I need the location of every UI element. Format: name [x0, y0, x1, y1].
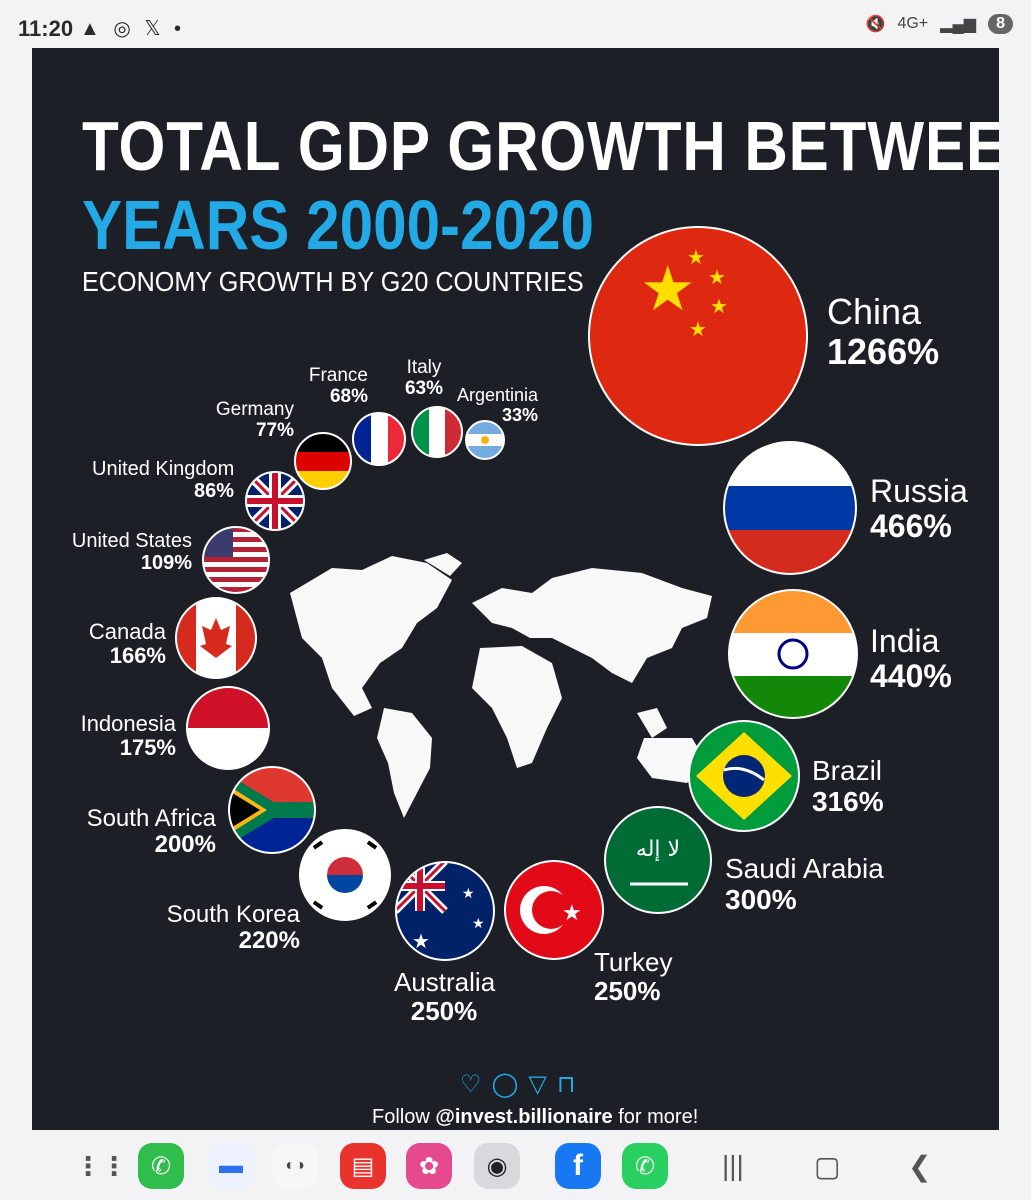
notes-app-icon[interactable]: ▤	[340, 1143, 386, 1189]
svg-text:★: ★	[640, 252, 696, 325]
label-india: India 440%	[870, 623, 952, 695]
gallery-app-icon[interactable]: ✿	[406, 1143, 452, 1189]
signal-bars-icon: ▂▄▆	[940, 16, 977, 33]
heart-icon: ♡	[460, 1071, 482, 1098]
infographic-image[interactable]: TOTAL GDP GROWTH BETWEEN YEARS 2000-2020…	[32, 48, 999, 1130]
label-brazil: Brazil 316%	[812, 755, 884, 817]
svg-text:★: ★	[687, 245, 705, 269]
camera-app-icon[interactable]: ◉	[474, 1143, 520, 1189]
label-italy: Italy 63%	[404, 357, 444, 399]
label-russia: Russia 466%	[870, 473, 968, 545]
label-argentinia: Argentinia 33%	[456, 385, 538, 425]
label-france: France 68%	[308, 365, 368, 407]
recent-apps-button[interactable]: |||	[722, 1150, 744, 1181]
status-time: 11:20	[18, 16, 74, 41]
label-united-kingdom: United Kingdom 86%	[92, 458, 235, 502]
label-indonesia: Indonesia 175%	[80, 711, 176, 761]
svg-text:★: ★	[472, 916, 485, 932]
flags-graphic: ★ ★ ★ ★ ★	[175, 226, 858, 961]
mute-icon: 🔇	[865, 16, 886, 33]
facebook-app-icon[interactable]: f	[555, 1143, 601, 1189]
svg-text:★: ★	[412, 929, 430, 953]
title-line-1: TOTAL GDP GROWTH BETWEEN	[82, 107, 999, 185]
label-germany: Germany 77%	[215, 399, 294, 441]
phone-app-icon[interactable]: ✆	[138, 1143, 184, 1189]
status-right: 🔇 4G+ ▂▄▆ 8	[866, 14, 1013, 34]
svg-text:★: ★	[689, 317, 707, 341]
messages-app-icon[interactable]: ▬	[208, 1143, 254, 1189]
world-map	[290, 553, 712, 818]
status-bar: 11:20 ▲ ◎ 𝕏 • 🔇 4G+ ▂▄▆ 8	[0, 0, 1031, 56]
home-button[interactable]: ▢	[814, 1151, 841, 1182]
follow-text: Follow @invest.billionaire for more!	[372, 1106, 699, 1128]
comment-icon: ◯	[491, 1071, 519, 1098]
svg-text:★: ★	[708, 265, 726, 289]
notification-icons: ▲ ◎ 𝕏 •	[80, 18, 186, 40]
label-saudi-arabia: Saudi Arabia 300%	[725, 853, 884, 915]
svg-text:★: ★	[462, 886, 475, 902]
whatsapp-app-icon[interactable]: ✆	[622, 1143, 668, 1189]
label-canada: Canada 166%	[88, 619, 166, 669]
label-south-africa: South Africa 200%	[86, 805, 216, 859]
svg-text:★: ★	[710, 294, 728, 318]
title-line-2: YEARS 2000-2020	[82, 186, 595, 264]
label-turkey: Turkey 250%	[594, 947, 673, 1006]
subtitle: ECONOMY GROWTH BY G20 COUNTRIES	[82, 266, 584, 297]
label-united-states: United States 109%	[71, 530, 192, 574]
post-actions: ♡ ◯ ▽ ⊓	[460, 1070, 576, 1099]
label-china: China 1266%	[827, 291, 940, 372]
label-south-korea: South Korea 220%	[166, 901, 300, 955]
back-button[interactable]: ❮	[908, 1151, 932, 1182]
svg-text:★: ★	[562, 901, 582, 926]
bookmark-icon: ⊓	[556, 1071, 576, 1098]
share-icon: ▽	[528, 1071, 547, 1098]
svg-text:ﻻ ﺇﻟﻪ: ﻻ ﺇﻟﻪ	[636, 837, 680, 862]
battery-icon: 8	[988, 14, 1013, 34]
label-australia: Australia 250%	[394, 967, 496, 1026]
signal-icon: 4G+	[897, 15, 929, 32]
app-drawer-icon[interactable]: ⋮⋮	[75, 1150, 127, 1181]
galaxy-store-icon[interactable]: ◐◑	[272, 1143, 318, 1189]
